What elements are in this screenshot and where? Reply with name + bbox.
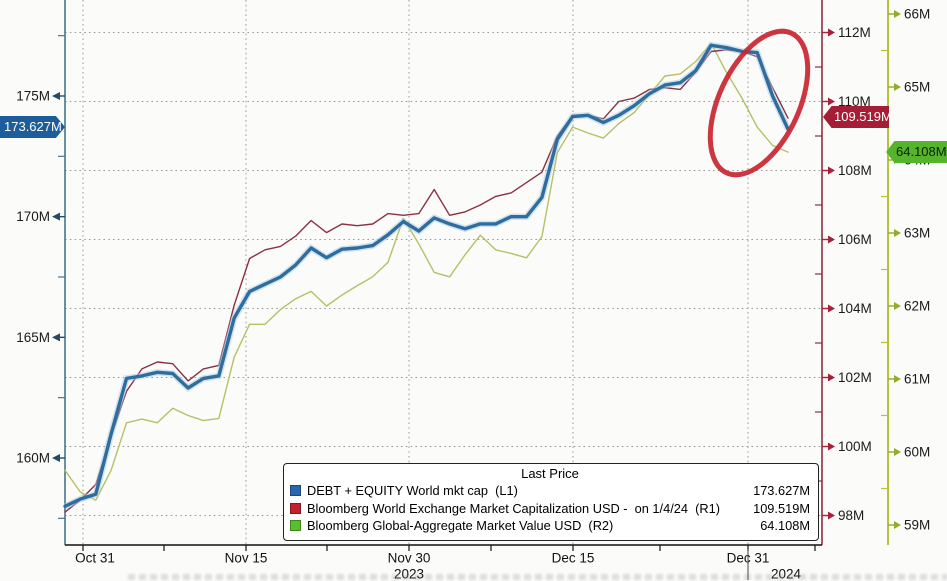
left-axis-arrow-icon — [52, 212, 60, 221]
legend-item-r2[interactable]: Bloomberg Global-Aggregate Market Value … — [290, 517, 810, 535]
highlight-ellipse-annotation — [707, 28, 811, 178]
price-badge-r2: 64.108M — [886, 141, 947, 163]
legend-label-l1: DEBT + EQUITY World mkt cap (L1) — [307, 483, 518, 499]
right-axis-2-label: 66M — [904, 7, 930, 22]
series-l1-halo — [63, 41, 791, 510]
legend-title: Last Price — [521, 466, 579, 481]
right-axis-1-arrow-icon — [828, 442, 835, 451]
series-line-l1[interactable] — [63, 43, 790, 508]
right-axis-1-arrow-icon — [828, 511, 835, 520]
right-axis-2-arrow-icon — [894, 83, 901, 91]
right-axis-1-label: 110M — [838, 94, 871, 109]
right-axis-1-label: 112M — [838, 25, 871, 40]
x-axis-year-label: 2023 — [394, 567, 424, 581]
left-axis-label: 165M — [16, 330, 50, 345]
right-axis-1-arrow-icon — [828, 28, 835, 37]
right-axis-1-arrow-icon — [828, 373, 835, 382]
right-axis-2-label: 59M — [904, 518, 930, 533]
right-axis-2-label: 63M — [904, 226, 930, 241]
left-axis-label: 170M — [16, 209, 50, 224]
left-axis-arrow-icon — [52, 333, 60, 342]
right-axis-2-label: 65M — [904, 80, 930, 95]
left-axis-label: 175M — [16, 89, 50, 104]
left-axis-label: 160M — [16, 450, 50, 465]
right-axis-1-arrow-icon — [828, 304, 835, 313]
right-axis-1-arrow-icon — [828, 166, 835, 175]
legend-label-r1: Bloomberg World Exchange Market Capitali… — [307, 500, 721, 516]
x-axis-date-label: Nov 15 — [225, 551, 268, 566]
right-axis-1-label: 98M — [838, 508, 864, 523]
right-axis-1-label: 108M — [838, 163, 872, 178]
x-axis-date-label: Oct 31 — [75, 551, 115, 566]
right-axis-2-arrow-icon — [894, 302, 901, 310]
series-line-r2[interactable] — [64, 42, 789, 501]
left-axis-arrow-icon — [52, 453, 60, 462]
right-axis-2-arrow-icon — [894, 229, 901, 237]
right-axis-2-arrow-icon — [894, 375, 901, 383]
right-axis-1-label: 106M — [838, 232, 872, 247]
price-badge-r1: 109.519M — [823, 106, 889, 128]
right-axis-2-arrow-icon — [894, 521, 901, 529]
cropped-text-artifact — [128, 574, 947, 580]
right-axis-2-label: 60M — [904, 445, 930, 460]
series-line-r1[interactable] — [64, 49, 789, 513]
legend-swatch-l1-icon — [290, 485, 301, 497]
legend-value-l1: 173.627M — [753, 483, 810, 499]
right-axis-1-arrow-icon — [828, 97, 835, 106]
legend-value-r1: 109.519M — [753, 500, 810, 516]
left-axis-arrow-icon — [52, 92, 60, 100]
right-axis-1-label: 102M — [838, 370, 872, 385]
legend-label-r2: Bloomberg Global-Aggregate Market Value … — [307, 518, 614, 534]
legend-box: Last Price DEBT + EQUITY World mkt cap (… — [283, 463, 819, 541]
legend-swatch-r1-icon — [290, 502, 301, 514]
x-axis-date-label: Nov 30 — [388, 551, 431, 566]
legend-item-l1[interactable]: DEBT + EQUITY World mkt cap (L1) 173.627… — [290, 482, 810, 500]
x-axis-year-label: 2024 — [771, 567, 802, 581]
right-axis-2-arrow-icon — [894, 448, 901, 456]
right-axis-2-label: 61M — [904, 372, 930, 387]
price-badge-l1: 173.627M — [0, 116, 65, 138]
right-axis-1-arrow-icon — [828, 235, 835, 244]
legend-swatch-r2-icon — [290, 520, 301, 532]
right-axis-2-arrow-icon — [894, 10, 901, 18]
legend-item-r1[interactable]: Bloomberg World Exchange Market Capitali… — [290, 500, 810, 518]
x-axis-date-label: Dec 15 — [552, 551, 595, 566]
right-axis-2-label: 62M — [904, 299, 930, 314]
legend-value-r2: 64.108M — [760, 518, 810, 534]
right-axis-1-label: 104M — [838, 301, 872, 316]
right-axis-1-label: 100M — [838, 439, 872, 454]
